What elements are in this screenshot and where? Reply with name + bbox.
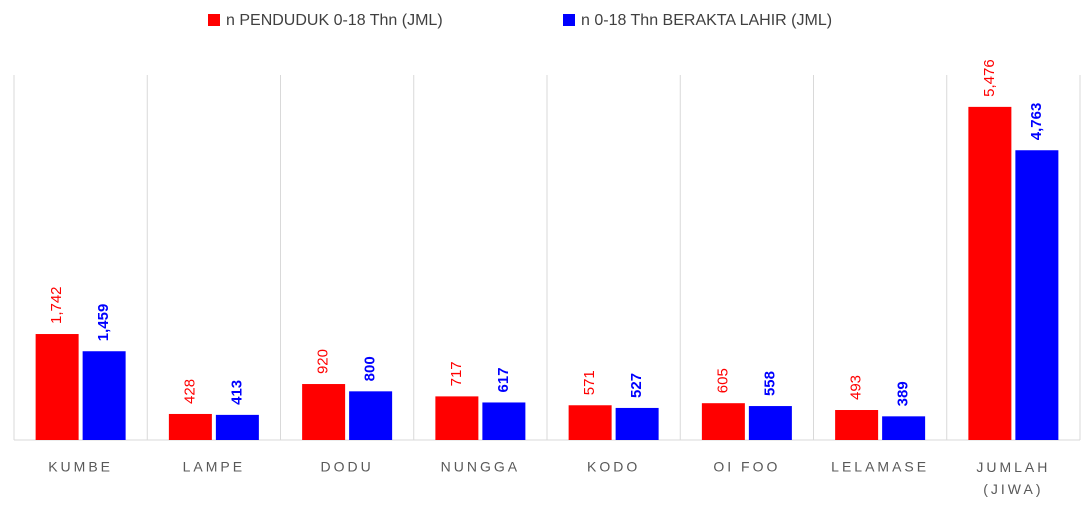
x-tick-label: DODU — [321, 459, 374, 475]
bar — [215, 414, 259, 440]
data-label: 4,763 — [1028, 103, 1045, 141]
data-label: 413 — [228, 380, 245, 405]
x-tick-label: LAMPE — [183, 459, 245, 475]
data-label: 389 — [895, 381, 912, 406]
data-label: 527 — [628, 373, 645, 398]
legend-label: n 0-18 Thn BERAKTA LAHIR (JML) — [581, 12, 832, 29]
x-tick-label: JUMLAH (JIWA) — [976, 459, 1050, 497]
data-label: 920 — [315, 349, 332, 374]
data-label: 558 — [761, 371, 778, 396]
data-label: 1,459 — [95, 304, 112, 342]
data-label: 800 — [362, 356, 379, 381]
data-label: 617 — [495, 367, 512, 392]
bar — [835, 410, 879, 440]
bar — [482, 402, 526, 440]
data-label: 605 — [714, 368, 731, 393]
bar — [435, 396, 479, 440]
x-tick-label: OI FOO — [713, 459, 780, 475]
bar — [968, 106, 1012, 441]
bar — [568, 405, 612, 440]
bar — [82, 351, 126, 440]
legend-swatch — [563, 14, 575, 26]
legend-label: n PENDUDUK 0-18 Thn (JML) — [226, 12, 443, 29]
data-label: 1,742 — [48, 286, 65, 324]
bar — [1015, 150, 1059, 440]
data-label: 493 — [848, 375, 865, 400]
x-tick-label: KODO — [587, 459, 640, 475]
bar — [349, 391, 393, 440]
data-label: 5,476 — [981, 59, 998, 97]
bar — [35, 334, 79, 440]
bar — [302, 384, 346, 440]
bar — [615, 407, 659, 440]
x-tick-label: NUNGGA — [441, 459, 520, 475]
bar — [882, 416, 926, 440]
data-label: 428 — [181, 379, 198, 404]
bar — [168, 413, 212, 440]
data-label: 571 — [581, 370, 598, 395]
legend-swatch — [208, 14, 220, 26]
x-tick-label: LELAMASE — [831, 459, 929, 475]
data-label: 717 — [448, 361, 465, 386]
x-tick-label: KUMBE — [48, 459, 113, 475]
bar — [701, 403, 745, 440]
bar — [748, 406, 792, 440]
